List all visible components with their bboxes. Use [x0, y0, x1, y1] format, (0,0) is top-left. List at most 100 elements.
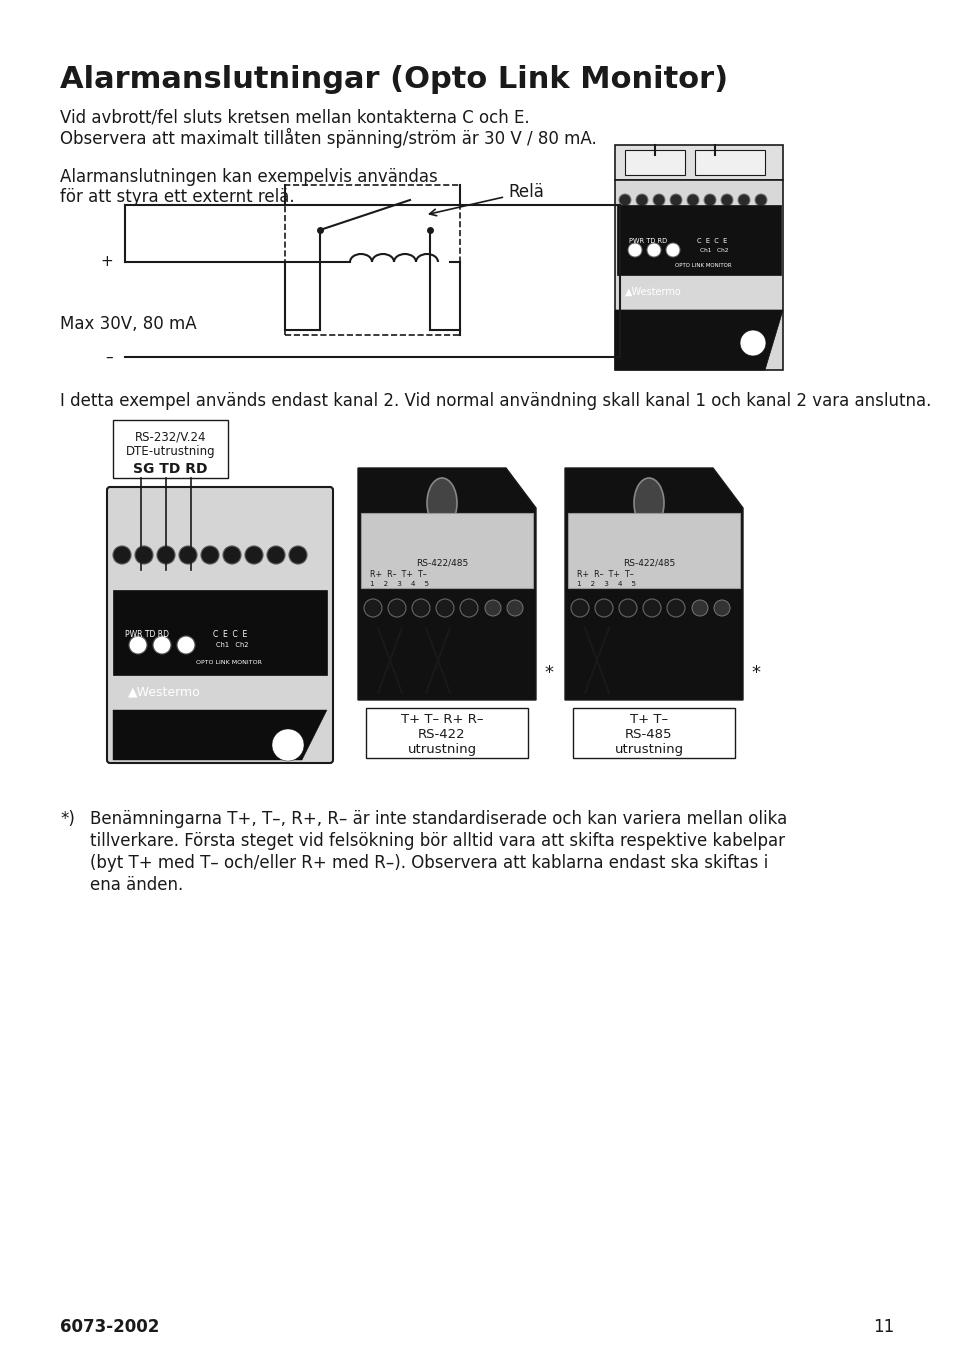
Circle shape — [157, 546, 174, 563]
Circle shape — [112, 546, 131, 563]
Circle shape — [177, 636, 194, 654]
Text: SG TD RD: SG TD RD — [133, 462, 208, 476]
Circle shape — [646, 243, 660, 257]
Text: –: – — [105, 350, 112, 365]
Text: T+ T– R+ R–: T+ T– R+ R– — [400, 713, 483, 725]
Circle shape — [245, 546, 263, 563]
Text: 11: 11 — [872, 1319, 893, 1336]
Bar — [617, 205, 781, 276]
Circle shape — [703, 195, 716, 205]
Text: +: + — [100, 254, 112, 269]
Bar — [285, 185, 459, 335]
Circle shape — [666, 598, 684, 617]
Text: utrustning: utrustning — [407, 743, 476, 757]
Text: PWR TD RD: PWR TD RD — [628, 238, 666, 245]
Bar — [567, 513, 740, 588]
Bar — [615, 145, 782, 180]
Polygon shape — [615, 309, 782, 370]
Circle shape — [135, 546, 152, 563]
Circle shape — [686, 195, 699, 205]
Text: RS-232/V.24: RS-232/V.24 — [134, 430, 206, 443]
Text: *: * — [543, 663, 553, 682]
Circle shape — [152, 636, 171, 654]
Circle shape — [179, 546, 196, 563]
Text: 1    2    3    4    5: 1 2 3 4 5 — [370, 581, 429, 586]
Bar — [112, 590, 327, 676]
Circle shape — [388, 598, 406, 617]
Text: Relä: Relä — [429, 182, 543, 216]
Circle shape — [412, 598, 430, 617]
Text: 6073-2002: 6073-2002 — [60, 1319, 159, 1336]
Circle shape — [691, 600, 707, 616]
Text: Alarmanslutningar (Opto Link Monitor): Alarmanslutningar (Opto Link Monitor) — [60, 65, 727, 95]
Text: Benämningarna T+, T–, R+, R– är inte standardiserade och kan variera mellan olik: Benämningarna T+, T–, R+, R– är inte sta… — [90, 811, 786, 828]
Polygon shape — [357, 467, 536, 700]
Circle shape — [627, 243, 641, 257]
Text: Ch1   Ch2: Ch1 Ch2 — [700, 249, 728, 253]
Text: (byt T+ med T– och/eller R+ med R–). Observera att kablarna endast ska skiftas i: (byt T+ med T– och/eller R+ med R–). Obs… — [90, 854, 767, 871]
Circle shape — [595, 598, 613, 617]
Ellipse shape — [427, 478, 456, 528]
Text: ▲Westermo: ▲Westermo — [624, 286, 681, 297]
Circle shape — [484, 600, 500, 616]
Bar — [112, 420, 228, 478]
Text: tillverkare. Första steget vid felsökning bör alltid vara att skifta respektive : tillverkare. Första steget vid felsöknin… — [90, 832, 784, 850]
Circle shape — [642, 598, 660, 617]
Bar — [615, 180, 782, 370]
Circle shape — [754, 195, 766, 205]
Text: Ch1   Ch2: Ch1 Ch2 — [215, 642, 248, 648]
Bar — [695, 150, 764, 176]
Circle shape — [364, 598, 381, 617]
Circle shape — [720, 195, 732, 205]
Text: C  E  C  E: C E C E — [697, 238, 726, 245]
Polygon shape — [564, 467, 742, 700]
Circle shape — [436, 598, 454, 617]
Text: RS-485: RS-485 — [624, 728, 672, 740]
Text: R+  R–  T+  T–: R+ R– T+ T– — [370, 570, 426, 580]
Text: 1    2    3    4    5: 1 2 3 4 5 — [577, 581, 636, 586]
Text: Observera att maximalt tillåten spänning/ström är 30 V / 80 mA.: Observera att maximalt tillåten spänning… — [60, 128, 597, 149]
Circle shape — [201, 546, 219, 563]
Circle shape — [652, 195, 664, 205]
Text: Max 30V, 80 mA: Max 30V, 80 mA — [60, 315, 196, 332]
Text: utrustning: utrustning — [614, 743, 683, 757]
Text: för att styra ett externt relä.: för att styra ett externt relä. — [60, 188, 294, 205]
Bar — [573, 708, 734, 758]
Text: C  E  C  E: C E C E — [213, 630, 247, 639]
Circle shape — [669, 195, 681, 205]
Text: Vid avbrott/fel sluts kretsen mellan kontakterna C och E.: Vid avbrott/fel sluts kretsen mellan kon… — [60, 108, 529, 126]
Text: I detta exempel används endast kanal 2. Vid normal användning skall kanal 1 och : I detta exempel används endast kanal 2. … — [60, 392, 930, 409]
Circle shape — [506, 600, 522, 616]
Circle shape — [267, 546, 285, 563]
Circle shape — [129, 636, 147, 654]
Circle shape — [459, 598, 477, 617]
Polygon shape — [112, 711, 327, 761]
Circle shape — [223, 546, 241, 563]
Circle shape — [665, 243, 679, 257]
FancyBboxPatch shape — [107, 486, 333, 763]
Text: *): *) — [60, 811, 74, 828]
Circle shape — [289, 546, 307, 563]
Circle shape — [740, 330, 765, 357]
Circle shape — [618, 195, 630, 205]
Bar — [624, 150, 684, 176]
Text: ▲Westermo: ▲Westermo — [128, 685, 200, 698]
Text: OPTO LINK MONITOR: OPTO LINK MONITOR — [675, 263, 731, 267]
Text: RS-422: RS-422 — [417, 728, 465, 740]
Bar — [360, 513, 533, 588]
Circle shape — [636, 195, 647, 205]
Text: T+ T–: T+ T– — [629, 713, 667, 725]
Circle shape — [738, 195, 749, 205]
Text: Alarmanslutningen kan exempelvis användas: Alarmanslutningen kan exempelvis använda… — [60, 168, 437, 186]
Bar — [366, 708, 527, 758]
Circle shape — [571, 598, 588, 617]
Circle shape — [713, 600, 729, 616]
Text: R+  R–  T+  T–: R+ R– T+ T– — [577, 570, 633, 580]
Text: DTE-utrustning: DTE-utrustning — [126, 444, 215, 458]
Text: RS-422/485: RS-422/485 — [416, 558, 468, 567]
Text: PWR TD RD: PWR TD RD — [125, 630, 169, 639]
Text: ena änden.: ena änden. — [90, 875, 183, 894]
Text: OPTO LINK MONITOR: OPTO LINK MONITOR — [195, 661, 262, 665]
Text: *: * — [750, 663, 760, 682]
Circle shape — [272, 730, 304, 761]
